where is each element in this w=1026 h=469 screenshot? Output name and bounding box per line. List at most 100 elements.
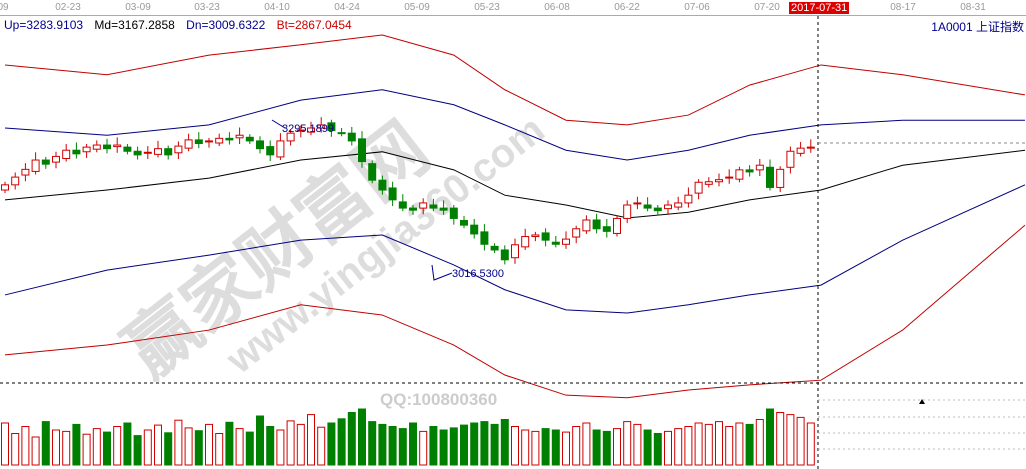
candle-body [52, 155, 60, 163]
current-date-marker: 2017-07-31 [789, 2, 850, 14]
volume-bar [500, 419, 509, 466]
candle-body [286, 132, 295, 142]
volume-bar [194, 430, 203, 466]
candle-body [786, 150, 795, 168]
volume-bar [633, 423, 642, 466]
volume-bar [572, 426, 581, 466]
volume-bar [52, 429, 60, 466]
candle-body [796, 147, 805, 154]
volume-bar [755, 419, 764, 466]
watermark-qq: QQ:100800360 [380, 390, 497, 409]
date-tick: 07-20 [754, 2, 780, 13]
volume-bar [745, 423, 754, 466]
volume-bar [684, 426, 693, 466]
volume-bar [582, 422, 591, 466]
volume-bar [388, 426, 397, 466]
volume-bar [143, 429, 152, 466]
volume-bar [266, 426, 275, 466]
candle-body [633, 202, 642, 205]
candle-body [245, 136, 254, 142]
candle-body [256, 140, 264, 150]
volume-bar [715, 421, 723, 466]
band-outer-upper [4, 34, 1026, 126]
volume-bar [704, 423, 713, 466]
volume-bar [562, 431, 570, 466]
volume-bar [694, 422, 703, 466]
candle-body [715, 179, 723, 183]
volume-bar [419, 430, 428, 466]
volume-bar [307, 414, 315, 466]
candle-body [623, 204, 632, 219]
candle-body [653, 207, 662, 212]
volume-bar [205, 423, 213, 466]
volume-bar [766, 408, 774, 466]
volume-bar [776, 412, 785, 466]
volume-bar [378, 423, 387, 466]
candle-body [439, 207, 448, 211]
volume-bar [21, 426, 30, 466]
candle-body [388, 187, 397, 201]
candle-body [11, 176, 20, 186]
high-pointer [271, 119, 286, 129]
volume-bar [327, 422, 336, 466]
indicator-legend: Up=3283.9103 Md=3167.2858 Dn=3009.6322 B… [4, 18, 360, 32]
volume-bar [449, 427, 458, 466]
candle-body [194, 139, 203, 145]
volume-bar [235, 428, 244, 466]
candle-body [21, 168, 30, 176]
volume-bar [398, 428, 407, 466]
candle-body [103, 144, 111, 150]
candle-body [735, 169, 744, 180]
volume-bar [174, 419, 183, 466]
candle-body [694, 181, 703, 194]
candle-body [602, 226, 611, 232]
date-tick: 08-31 [960, 2, 986, 13]
date-tick: 09 [0, 2, 9, 13]
candle-body [368, 163, 377, 181]
candle-body [429, 204, 438, 209]
date-tick: 06-08 [544, 2, 570, 13]
candle-body [511, 244, 519, 259]
volume-bar [123, 422, 132, 466]
candle-body [725, 176, 734, 179]
volume-bar [317, 426, 326, 466]
candle-body [154, 148, 162, 155]
volume-bar [429, 426, 438, 466]
volume-bar [358, 408, 366, 466]
volume-bar [674, 428, 683, 466]
candle-body [490, 245, 499, 251]
band-outer-lower [4, 224, 1026, 399]
candle-body [266, 146, 275, 156]
volume-bar [541, 428, 550, 466]
candle-body [684, 194, 693, 204]
band-mid [4, 149, 1026, 219]
candle-body [460, 220, 468, 226]
volume-bar [653, 433, 662, 466]
volume-bar [602, 430, 611, 466]
candle-body [143, 151, 152, 154]
candle-body [317, 124, 326, 129]
date-tick: 03-23 [194, 2, 220, 13]
date-tick: 06-22 [614, 2, 640, 13]
volume-bar [613, 428, 621, 466]
volume-bar [103, 431, 111, 466]
volume-bar [480, 421, 489, 466]
candle-body [582, 219, 591, 232]
legend-md: Md=3167.2858 [94, 18, 175, 32]
candle-body [82, 146, 91, 153]
candle-body [1, 184, 9, 191]
candle-body [449, 207, 458, 219]
candle-body [470, 224, 479, 235]
candle-body [776, 168, 785, 188]
low-pointer [431, 264, 453, 281]
candle-body [745, 169, 754, 173]
candle-body [113, 144, 122, 148]
candle-body [643, 204, 652, 209]
candle-body [184, 139, 193, 149]
volume-bar [41, 421, 50, 466]
date-tick: 02-23 [55, 2, 81, 13]
candle-body [235, 134, 244, 139]
volume-bar [796, 416, 805, 466]
candle-body [337, 132, 346, 135]
